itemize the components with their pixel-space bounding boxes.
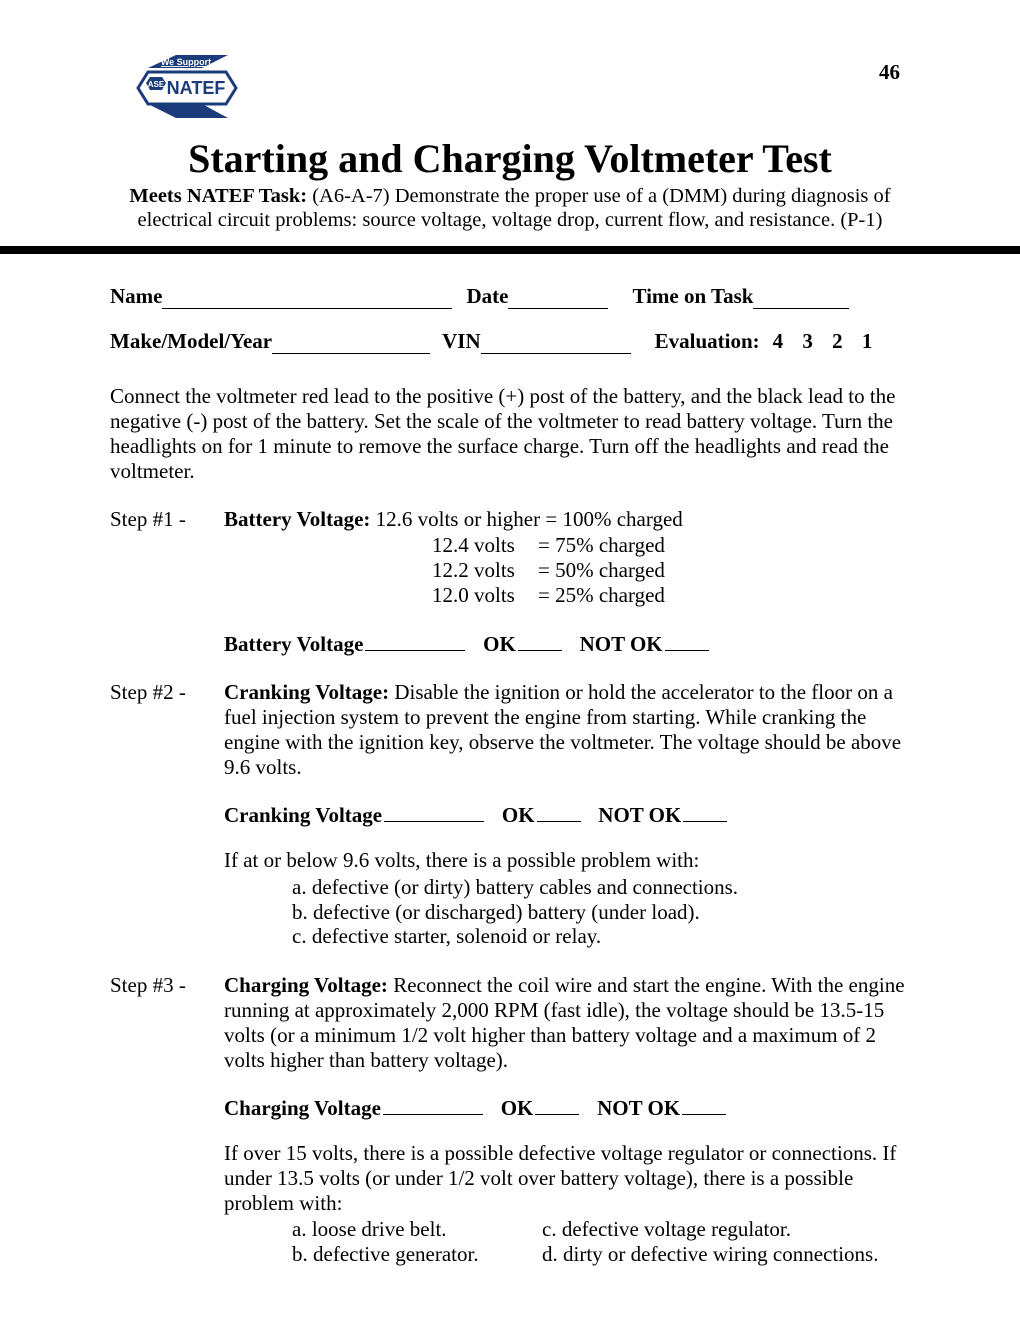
form-row-1: Name Date Time on Task	[110, 284, 910, 309]
time-label: Time on Task	[632, 284, 753, 309]
eval-field[interactable]: Evaluation: 4 3 2 1	[655, 329, 880, 354]
page-number: 46	[879, 60, 900, 85]
step-2-result: Cranking Voltage OK NOT OK	[224, 799, 910, 828]
step-1-label: Step #1 -	[110, 507, 224, 656]
step-2-problem-c: c. defective starter, solenoid or relay.	[292, 924, 910, 949]
notok-blank-3[interactable]	[682, 1092, 726, 1115]
eval-4[interactable]: 4	[773, 329, 784, 353]
voltage-row-3: 12.0 volts= 25% charged	[432, 583, 910, 608]
voltage-table: 12.4 volts= 75% charged 12.2 volts= 50% …	[432, 533, 910, 607]
notok-blank-1[interactable]	[665, 628, 709, 651]
time-field[interactable]: Time on Task	[632, 284, 849, 309]
notok-label-3: NOT OK	[597, 1096, 680, 1120]
step-2: Step #2 - Cranking Voltage: Disable the …	[110, 680, 910, 949]
notok-label-1: NOT OK	[580, 632, 663, 656]
mmy-blank[interactable]	[272, 331, 430, 354]
step-3-problems: a. loose drive belt. b. defective genera…	[292, 1217, 910, 1267]
eval-1[interactable]: 1	[862, 329, 873, 353]
ok-blank-3[interactable]	[535, 1092, 579, 1115]
eval-2[interactable]: 2	[832, 329, 843, 353]
voltage-v-3: 12.0 volts	[432, 583, 538, 608]
step-2-problem-b: b. defective (or discharged) battery (un…	[292, 900, 910, 925]
step-3-problem-b: b. defective generator.	[292, 1242, 542, 1267]
step-3-result: Charging Voltage OK NOT OK	[224, 1092, 910, 1121]
subtitle-prefix: Meets NATEF Task:	[129, 185, 307, 207]
voltage-c-2: = 50% charged	[538, 558, 665, 583]
voltage-row-1: 12.4 volts= 75% charged	[432, 533, 910, 558]
divider	[0, 246, 1020, 254]
vin-field[interactable]: VIN	[442, 329, 631, 354]
voltage-row-2: 12.2 volts= 50% charged	[432, 558, 910, 583]
subtitle: Meets NATEF Task: (A6-A-7) Demonstrate t…	[110, 184, 910, 232]
name-field[interactable]: Name	[110, 284, 452, 309]
time-blank[interactable]	[753, 286, 849, 309]
name-label: Name	[110, 284, 162, 309]
step-3-problem-c: c. defective voltage regulator.	[542, 1217, 878, 1242]
svg-text:NATEF: NATEF	[167, 78, 226, 98]
step-1-result: Battery Voltage OK NOT OK	[224, 628, 910, 657]
step-2-heading: Cranking Voltage:	[224, 680, 389, 704]
natef-logo: We Support ASE NATEF	[128, 50, 248, 128]
mmy-field[interactable]: Make/Model/Year	[110, 329, 430, 354]
eval-nums[interactable]: 4 3 2 1	[766, 329, 880, 354]
notok-blank-2[interactable]	[683, 799, 727, 822]
form-row-2: Make/Model/Year VIN Evaluation: 4 3 2 1	[110, 329, 910, 354]
step-1-heading: Battery Voltage:	[224, 507, 370, 531]
eval-3[interactable]: 3	[802, 329, 813, 353]
step-3-label: Step #3 -	[110, 973, 224, 1267]
step-3-problem-intro: If over 15 volts, there is a possible de…	[224, 1141, 910, 1215]
step-3-problem-a: a. loose drive belt.	[292, 1217, 542, 1242]
cranking-voltage-blank[interactable]	[384, 799, 484, 822]
step-1: Step #1 - Battery Voltage: 12.6 volts or…	[110, 507, 910, 656]
step-3-heading: Charging Voltage:	[224, 973, 388, 997]
step-2-label: Step #2 -	[110, 680, 224, 949]
vin-blank[interactable]	[481, 331, 631, 354]
ok-label-2: OK	[502, 803, 535, 827]
svg-text:ASE: ASE	[148, 80, 165, 89]
date-blank[interactable]	[508, 286, 608, 309]
step-3-text: Charging Voltage: Reconnect the coil wir…	[224, 973, 910, 1072]
date-label: Date	[466, 284, 508, 309]
notok-label-2: NOT OK	[598, 803, 681, 827]
battery-voltage-label: Battery Voltage	[224, 632, 363, 656]
ok-label-1: OK	[483, 632, 516, 656]
voltage-c-1: = 75% charged	[538, 533, 665, 558]
step-2-problem-intro: If at or below 9.6 volts, there is a pos…	[224, 848, 910, 873]
step-3-problem-d: d. dirty or defective wiring connections…	[542, 1242, 878, 1267]
ok-blank-1[interactable]	[518, 628, 562, 651]
ok-label-3: OK	[501, 1096, 534, 1120]
voltage-v-1: 12.4 volts	[432, 533, 538, 558]
eval-label: Evaluation:	[655, 329, 760, 354]
cranking-voltage-label: Cranking Voltage	[224, 803, 382, 827]
vin-label: VIN	[442, 329, 481, 354]
voltage-v-2: 12.2 volts	[432, 558, 538, 583]
mmy-label: Make/Model/Year	[110, 329, 272, 354]
page-title: Starting and Charging Voltmeter Test	[110, 135, 910, 182]
step-1-heading-tail: 12.6 volts or higher = 100% charged	[370, 507, 682, 531]
ok-blank-2[interactable]	[537, 799, 581, 822]
charging-voltage-blank[interactable]	[383, 1092, 483, 1115]
svg-text:We Support: We Support	[161, 57, 211, 67]
date-field[interactable]: Date	[466, 284, 608, 309]
intro-text: Connect the voltmeter red lead to the po…	[110, 384, 910, 483]
step-3: Step #3 - Charging Voltage: Reconnect th…	[110, 973, 910, 1267]
battery-voltage-blank[interactable]	[365, 628, 465, 651]
step-1-heading-line: Battery Voltage: 12.6 volts or higher = …	[224, 507, 910, 532]
voltage-c-3: = 25% charged	[538, 583, 665, 608]
charging-voltage-label: Charging Voltage	[224, 1096, 381, 1120]
name-blank[interactable]	[162, 286, 452, 309]
step-2-problem-a: a. defective (or dirty) battery cables a…	[292, 875, 910, 900]
step-2-problems: a. defective (or dirty) battery cables a…	[292, 875, 910, 949]
step-2-text: Cranking Voltage: Disable the ignition o…	[224, 680, 910, 779]
